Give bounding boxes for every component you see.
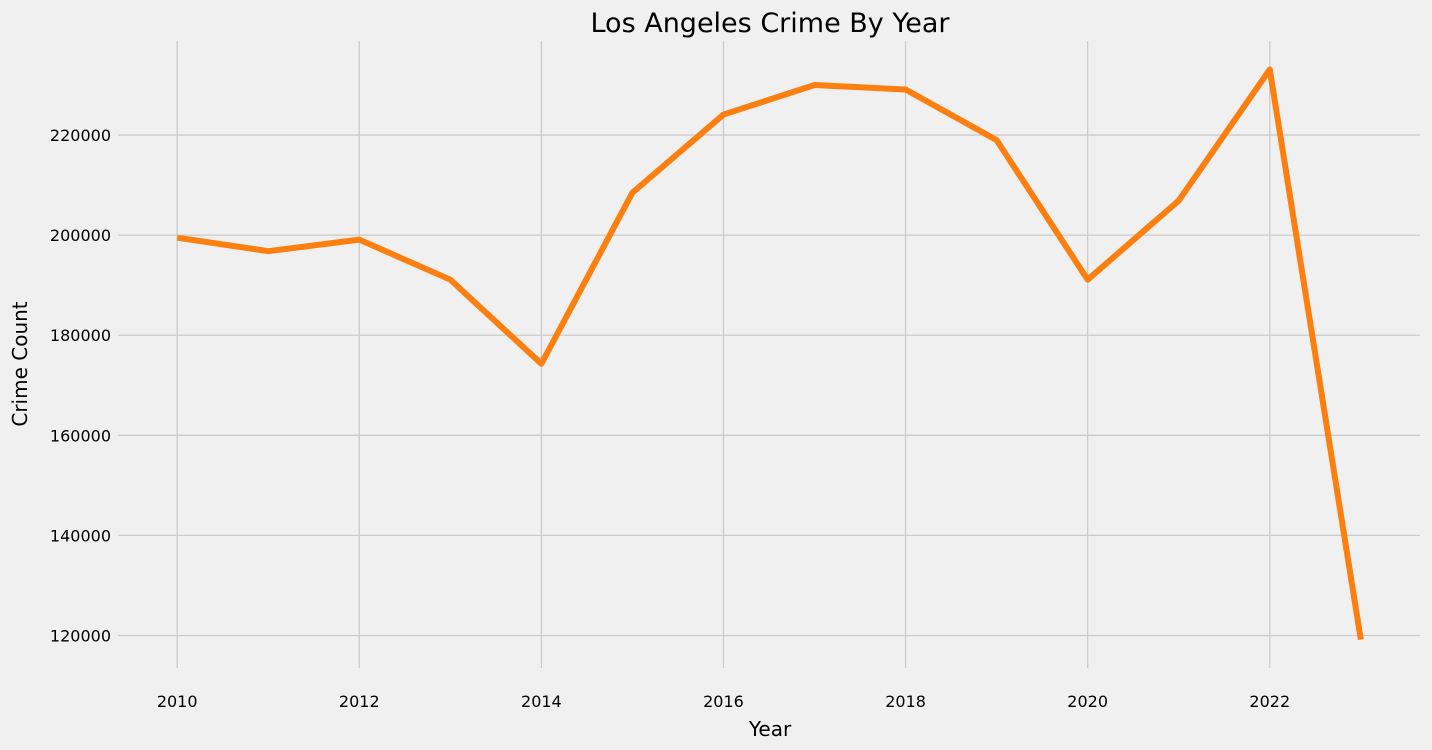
x-tick-label: 2010 xyxy=(157,692,198,711)
x-axis-title: Year xyxy=(748,717,792,741)
y-tick-label: 120000 xyxy=(50,626,111,645)
x-tick-label: 2022 xyxy=(1249,692,1290,711)
y-tick-label: 140000 xyxy=(50,526,111,545)
x-tick-label: 2018 xyxy=(885,692,926,711)
y-axis-ticks: 120000 140000 160000 180000 200000 220000 xyxy=(50,126,111,645)
y-tick-label: 160000 xyxy=(50,426,111,445)
y-axis-title: Crime Count xyxy=(8,301,32,426)
x-tick-label: 2014 xyxy=(521,692,562,711)
chart-title: Los Angeles Crime By Year xyxy=(590,8,950,39)
series-line xyxy=(176,66,1364,640)
y-tick-label: 220000 xyxy=(50,126,111,145)
y-tick-label: 180000 xyxy=(50,326,111,345)
x-tick-label: 2020 xyxy=(1067,692,1108,711)
y-tick-label: 200000 xyxy=(50,226,111,245)
x-tick-label: 2016 xyxy=(703,692,744,711)
x-axis-ticks: 2010 2012 2014 2016 2018 2020 2022 xyxy=(157,692,1290,711)
grid xyxy=(118,41,1420,668)
series-layer xyxy=(176,66,1364,640)
x-tick-label: 2012 xyxy=(339,692,380,711)
